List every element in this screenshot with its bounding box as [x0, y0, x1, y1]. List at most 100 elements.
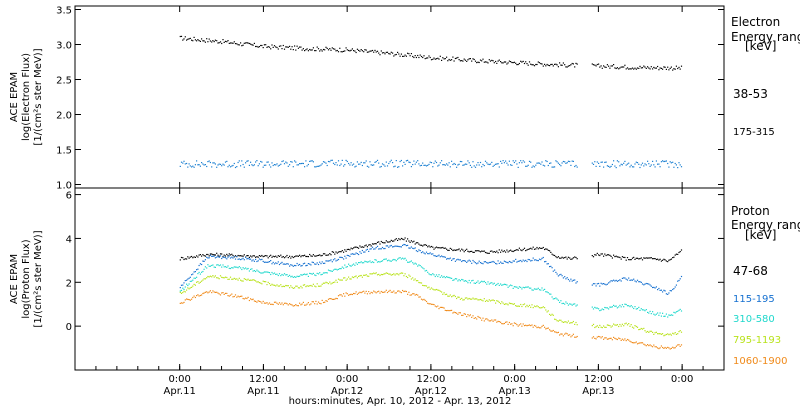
data-point: [424, 253, 426, 255]
data-point: [309, 304, 311, 306]
data-point: [187, 298, 189, 300]
data-point: [297, 264, 299, 266]
data-point: [452, 279, 454, 281]
data-point: [629, 259, 631, 261]
data-point: [403, 275, 405, 277]
data-point: [502, 323, 504, 325]
data-point: [380, 240, 382, 243]
data-point: [630, 164, 632, 166]
data-point: [316, 262, 318, 264]
data-point: [393, 166, 395, 168]
data-point: [488, 59, 490, 61]
legend-proton-1060-1900: 1060-1900: [733, 356, 788, 367]
data-point: [619, 67, 621, 69]
data-point: [624, 64, 626, 66]
data-point: [680, 249, 683, 251]
data-point: [414, 163, 416, 165]
data-point: [354, 276, 356, 278]
data-point: [295, 285, 297, 287]
data-point: [527, 258, 529, 261]
data-point: [211, 253, 213, 255]
data-point: [564, 257, 566, 259]
data-point: [515, 258, 517, 260]
data-point: [648, 257, 650, 259]
data-point: [378, 52, 380, 54]
data-point: [330, 270, 332, 272]
data-point: [497, 252, 499, 254]
data-point: [361, 164, 363, 167]
data-point: [550, 162, 552, 164]
data-point: [516, 249, 518, 251]
data-point: [670, 258, 672, 260]
data-point: [566, 66, 568, 68]
data-point: [613, 323, 615, 325]
data-point: [359, 291, 361, 293]
data-point: [423, 268, 425, 270]
data-point: [400, 53, 402, 55]
data-point: [506, 63, 508, 65]
data-point: [649, 68, 651, 70]
data-point: [314, 255, 316, 257]
data-point: [211, 41, 213, 43]
data-point: [630, 305, 632, 307]
data-point: [505, 283, 507, 286]
data-point: [611, 306, 613, 308]
data-point: [667, 293, 669, 295]
data-point: [180, 35, 183, 37]
data-point: [643, 284, 645, 286]
data-point: [472, 297, 474, 299]
data-point: [659, 166, 661, 168]
data-point: [438, 58, 440, 60]
data-point: [242, 280, 244, 282]
data-point: [512, 62, 514, 64]
data-point: [511, 323, 513, 325]
data-point: [520, 323, 522, 325]
data-point: [236, 278, 238, 280]
data-point: [501, 284, 503, 286]
data-point: [418, 243, 420, 245]
data-point: [415, 242, 417, 244]
data-point: [439, 276, 441, 278]
data-point: [394, 245, 396, 247]
data-point: [508, 321, 510, 324]
data-point: [441, 306, 443, 308]
data-point: [358, 275, 360, 277]
data-point: [227, 278, 229, 280]
data-point: [182, 291, 184, 294]
data-point: [350, 293, 352, 295]
data-point: [672, 346, 674, 348]
data-point: [497, 60, 499, 62]
data-point: [250, 298, 252, 300]
data-point: [319, 165, 321, 167]
data-point: [202, 254, 204, 256]
data-point: [503, 303, 505, 305]
data-point: [643, 327, 645, 329]
data-point: [221, 292, 223, 294]
data-point: [213, 254, 215, 256]
data-point: [452, 56, 454, 58]
data-point: [337, 51, 340, 53]
data-point: [443, 275, 445, 278]
data-point: [560, 300, 562, 302]
data-point: [276, 302, 278, 304]
data-point: [234, 278, 237, 280]
data-point: [186, 289, 188, 291]
data-point: [443, 292, 445, 294]
data-point: [599, 336, 601, 338]
data-point: [479, 59, 482, 61]
data-point: [250, 255, 252, 257]
data-point: [389, 53, 391, 55]
data-point: [619, 323, 621, 326]
data-point: [639, 309, 641, 311]
data-point: [179, 287, 181, 289]
data-point: [199, 294, 201, 297]
data-point: [564, 333, 566, 335]
data-point: [271, 162, 273, 164]
data-point: [219, 275, 222, 277]
data-point: [570, 258, 572, 260]
data-point: [643, 309, 645, 311]
data-point: [348, 49, 350, 52]
data-point: [618, 280, 620, 282]
data-point: [291, 286, 293, 288]
data-point: [353, 247, 355, 249]
